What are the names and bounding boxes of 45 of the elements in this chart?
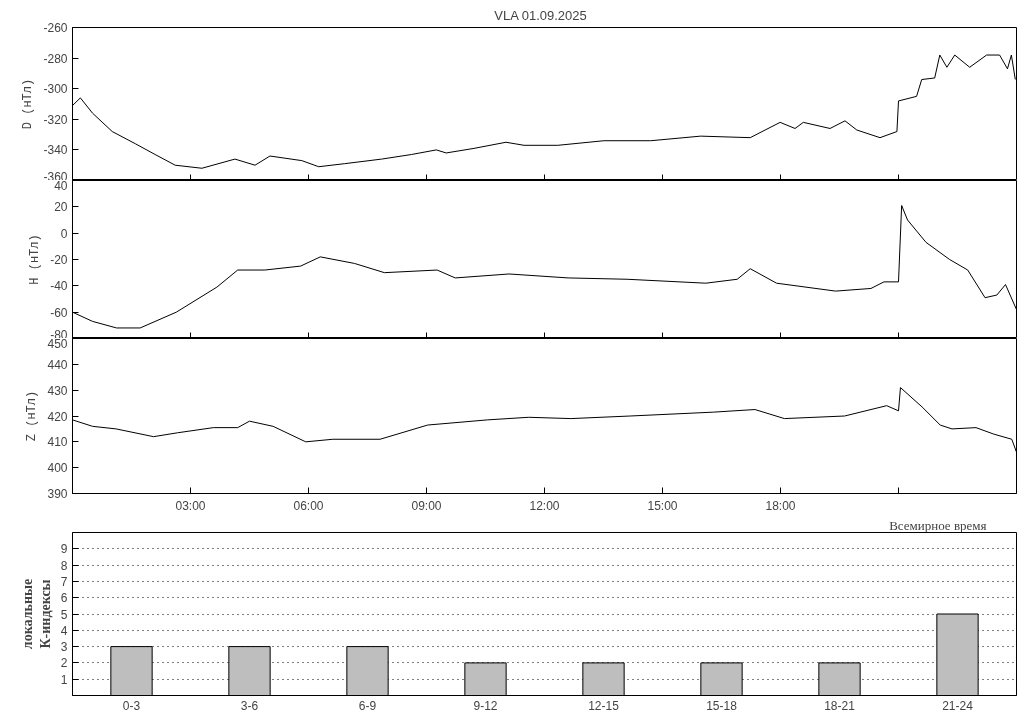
y-tick-label: -20	[50, 253, 68, 267]
y-axis-title: локальные К-индексы	[19, 578, 53, 650]
y-tick-label: 20	[54, 200, 68, 215]
y-tick-label: 2	[60, 656, 68, 671]
y-axis-title: Z (нТл)	[25, 390, 40, 442]
x-tick-label: 06:00	[293, 498, 324, 513]
x-tick-label: 15-18	[706, 698, 738, 713]
x-tick-label: 18-21	[824, 698, 856, 713]
x-tick-label: 12:00	[529, 498, 560, 513]
x-tick-label: 0-3	[122, 698, 141, 713]
y-tick-label: -60	[50, 305, 68, 320]
y-tick-label: 420	[47, 409, 68, 424]
y-tick-label: 410	[47, 435, 68, 450]
y-tick-label: 8	[60, 558, 68, 573]
y-tick-label: 1	[60, 672, 68, 687]
y-axis-title: D (нТл)	[21, 78, 36, 130]
y-tick-label: 4	[60, 623, 68, 638]
y-tick-label: 9	[60, 542, 68, 557]
y-tick-label: 3	[60, 640, 68, 655]
x-tick-label: 18:00	[765, 498, 796, 513]
x-tick-label: 12-15	[588, 698, 620, 713]
y-tick-label: -280	[43, 51, 68, 66]
y-tick-label: -320	[43, 112, 68, 127]
y-tick-label: -300	[43, 82, 68, 97]
y-tick-label: 7	[60, 574, 68, 589]
y-tick-label: 430	[47, 383, 68, 398]
y-tick-label: 0	[60, 226, 68, 241]
x-tick-label: 21-24	[942, 698, 974, 713]
x-tick-label: 3-6	[240, 698, 259, 713]
y-tick-label: 6	[60, 591, 68, 606]
y-tick-label: 400	[47, 461, 68, 476]
chart-title: VLA 01.09.2025	[494, 7, 587, 23]
y-tick-label: 390	[47, 487, 68, 501]
x-tick-label: 9-12	[473, 698, 498, 713]
x-tick-label: 6-9	[358, 698, 377, 713]
x-axis-title: Всемирное время	[889, 517, 987, 533]
x-tick-label: 15:00	[647, 498, 678, 513]
x-tick-label: 03:00	[175, 498, 206, 513]
y-tick-label: -260	[43, 21, 68, 35]
y-axis-title: H (нТл)	[28, 234, 43, 285]
x-tick-label: 09:00	[411, 498, 442, 513]
y-tick-label: -40	[50, 279, 68, 294]
y-tick-label: -340	[43, 143, 68, 158]
y-tick-label: 5	[60, 607, 68, 622]
y-tick-label: 440	[47, 357, 68, 372]
